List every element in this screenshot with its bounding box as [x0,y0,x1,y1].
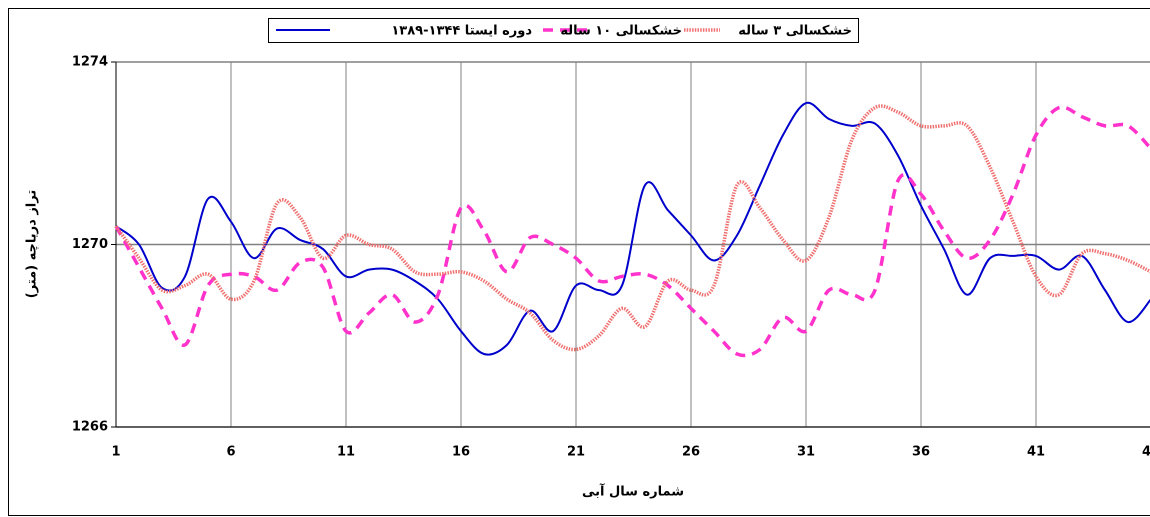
x-tick-label: 46 [1142,445,1150,460]
legend-label: دوره ایستا ۱۳۴۴-۱۳۸۹ [391,24,532,39]
x-tick-label: 31 [797,445,815,460]
y-axis-title: تراز دریاچه (متر) [25,190,40,298]
legend-label: خشکسالی ۱۰ ساله [560,24,682,39]
x-tick-label: 21 [567,445,585,460]
y-tick-label: 1270 [72,237,108,252]
legend [268,18,859,43]
x-tick-label: 26 [682,445,700,460]
legend-entries: دوره ایستا ۱۳۴۴-۱۳۸۹ خشکسالی ۱۰ ساله خشکسا… [276,24,852,39]
x-tick-label: 1 [111,445,120,460]
y-tick-label: 1266 [72,420,108,435]
y-tick-label: 1274 [72,55,108,70]
series-line [114,104,1150,352]
series-line [115,101,1150,356]
legend-label: خشکسالی ۳ ساله [738,24,852,39]
series-line [114,105,1150,358]
x-tick-label: 36 [912,445,930,460]
x-axis-title: شماره سال آبی [582,483,684,500]
x-tick-label: 11 [337,445,355,460]
x-tick-label: 41 [1027,445,1045,460]
x-tick-label: 6 [226,445,235,460]
plot-area: 161116212631364146126612701274 [72,55,1150,460]
x-tick-label: 16 [452,445,470,460]
